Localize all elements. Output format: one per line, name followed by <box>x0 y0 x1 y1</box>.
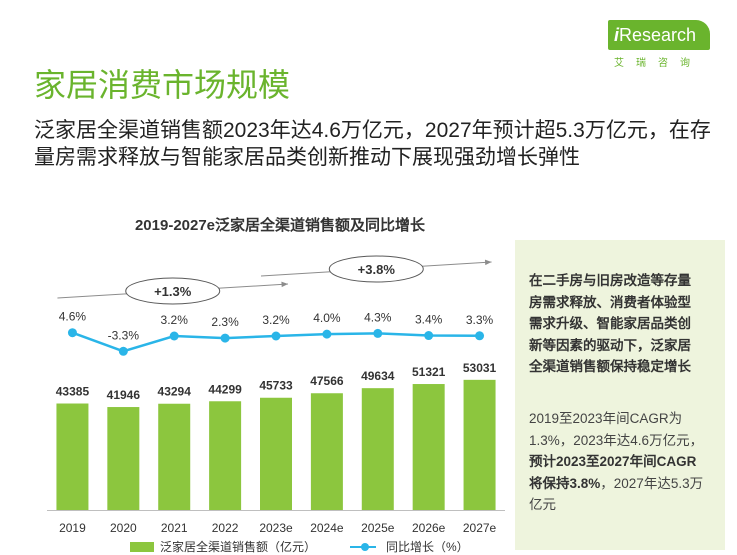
bar-value-label: 43385 <box>56 385 90 399</box>
bar-value-label: 49634 <box>361 369 395 383</box>
growth-point <box>169 331 179 341</box>
sales-bar <box>260 397 292 510</box>
sales-growth-chart: +1.3% +3.8% 43385 2019 41946 2020 43294 2021 442… <box>47 255 505 535</box>
x-tick-label: 2020 <box>110 521 137 535</box>
bar-value-label: 51321 <box>412 365 446 379</box>
legend-bar-swatch <box>130 541 154 552</box>
growth-point <box>118 346 128 356</box>
iresearch-logo: iResearch 艾瑞咨询 <box>608 20 718 70</box>
cagr-label: +3.8% <box>358 262 396 277</box>
growth-value-label: 3.4% <box>415 313 443 327</box>
x-tick-label: 2021 <box>161 521 188 535</box>
growth-point <box>220 333 230 343</box>
growth-value-label: 2.3% <box>211 315 239 329</box>
growth-value-label: 4.6% <box>59 310 87 324</box>
bar-value-label: 47566 <box>310 374 344 388</box>
bar-value-label: 44299 <box>208 382 242 396</box>
x-tick-label: 2025e <box>361 521 395 535</box>
chart-legend: 泛家居全渠道销售额（亿元） 同比增长（%） <box>130 538 469 555</box>
insight-body-part-2: ，2027年达5.3万亿元 <box>529 475 704 513</box>
insight-body-part-1: 2019至2023年间CAGR为1.3%，2023年达4.6万亿元， <box>529 411 704 448</box>
logo-i: i <box>614 25 620 45</box>
growth-value-label: 3.2% <box>161 313 189 327</box>
page-subtitle: 泛家居全渠道销售额2023年达4.6万亿元，2027年预计超5.3万亿元，在存量… <box>34 119 711 169</box>
sales-bar <box>56 403 89 510</box>
growth-value-label: 3.3% <box>466 313 494 327</box>
sales-bar <box>310 393 343 510</box>
sales-bar <box>209 401 242 510</box>
x-tick-label: 2019 <box>59 521 86 535</box>
growth-point <box>475 331 485 341</box>
sales-bar <box>107 407 140 510</box>
cagr-label: +1.3% <box>154 284 192 299</box>
insight-body-bold: 预计2023至2027年间CAGR将保持3.8% <box>529 454 697 491</box>
sales-bar <box>463 379 496 510</box>
cagr-arrow-head <box>281 281 288 288</box>
growth-point <box>373 328 383 338</box>
x-tick-label: 2027e <box>463 521 497 535</box>
growth-point <box>67 328 77 338</box>
legend-line-swatch <box>350 545 377 548</box>
growth-value-label: -3.3% <box>108 328 140 342</box>
sales-bar <box>412 384 445 510</box>
legend-bar-label: 泛家居全渠道销售额（亿元） <box>160 540 317 554</box>
chart-title: 2019-2027e泛家居全渠道销售额及同比增长 <box>134 217 426 234</box>
growth-value-label: 4.0% <box>313 311 341 325</box>
bar-value-label: 41946 <box>107 388 141 402</box>
sales-bar <box>361 388 394 510</box>
growth-point <box>322 329 332 339</box>
x-tick-label: 2024e <box>310 521 344 535</box>
insight-panel: 在二手房与旧房改造等存量房需求释放、消费者体验型需求升级、智能家居品类创新等因素… <box>515 240 725 550</box>
cagr-oval <box>328 255 424 283</box>
sales-bar <box>158 403 191 510</box>
bar-value-label: 53031 <box>463 361 497 375</box>
insight-headline: 在二手房与旧房改造等存量房需求释放、消费者体验型需求升级、智能家居品类创新等因素… <box>529 273 691 374</box>
cagr-oval <box>125 277 221 305</box>
growth-value-label: 3.2% <box>262 313 290 327</box>
bar-value-label: 43294 <box>158 385 192 399</box>
cagr-arrow-head <box>484 259 492 266</box>
bar-value-label: 45733 <box>259 379 293 393</box>
legend-line-label: 同比增长（%） <box>386 540 469 554</box>
growth-point <box>424 331 434 341</box>
x-tick-label: 2026e <box>412 521 446 535</box>
growth-point <box>271 331 281 341</box>
growth-value-label: 4.3% <box>364 310 392 324</box>
logo-badge: iResearch <box>608 20 710 50</box>
x-tick-label: 2022 <box>212 521 239 535</box>
logo-subtitle: 艾瑞咨询 <box>614 58 702 69</box>
page-title: 家居消费市场规模 <box>34 67 291 103</box>
insight-body: 2019至2023年间CAGR为1.3%，2023年达4.6万亿元， 预计2023… <box>529 408 704 516</box>
logo-text: Research <box>619 25 697 45</box>
x-tick-label: 2023e <box>259 521 293 535</box>
